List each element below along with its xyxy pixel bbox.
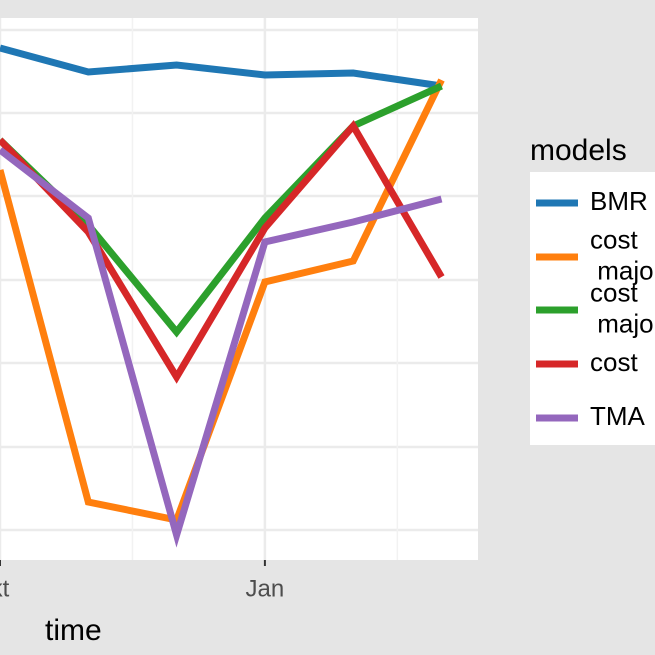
x-tick-label: Jan bbox=[246, 575, 285, 602]
series-line bbox=[0, 44, 443, 90]
legend-title: models bbox=[530, 134, 627, 167]
legend-label: cost majo bbox=[590, 224, 654, 285]
legend-label: cost majo bbox=[590, 277, 654, 338]
legend-label: TMA bbox=[590, 401, 646, 431]
x-tick-label: kt bbox=[0, 575, 10, 602]
legend-label: BMR bbox=[590, 186, 648, 216]
series-line bbox=[0, 147, 443, 548]
x-axis-title: time bbox=[45, 614, 102, 647]
series-line bbox=[0, 120, 445, 384]
legend-label: cost bbox=[590, 347, 638, 377]
series-line bbox=[0, 78, 445, 525]
